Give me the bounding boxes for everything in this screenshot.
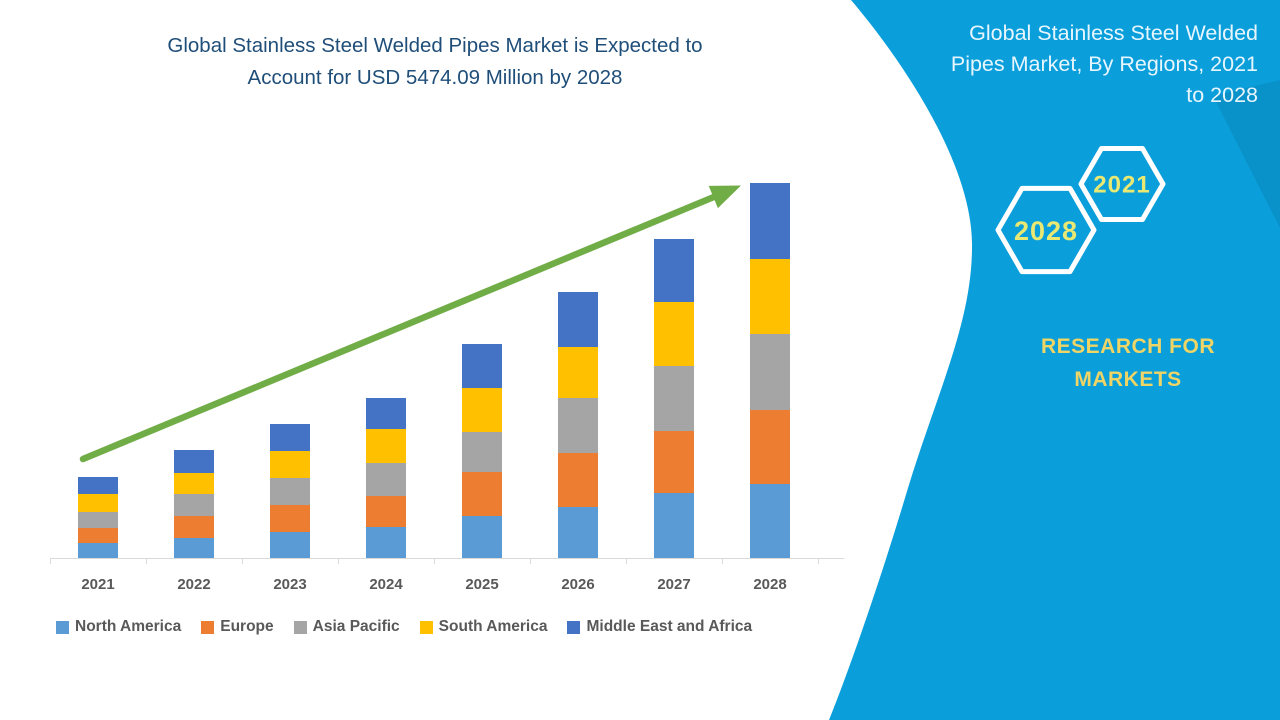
bar-segment-asia-pacific	[270, 477, 310, 505]
bar-segment-asia-pacific	[654, 365, 694, 431]
bar-segment-asia-pacific	[750, 334, 790, 411]
accent-wedge	[1213, 80, 1280, 228]
legend-swatch	[56, 620, 69, 634]
chart-title-line2: Account for USD 5474.09 Million by 2028	[247, 66, 623, 89]
x-axis-tick	[530, 559, 531, 564]
bar-segment-north-america	[366, 526, 406, 558]
x-axis-label: 2028	[753, 576, 787, 593]
x-axis-label: 2021	[81, 576, 115, 593]
x-axis-line	[50, 558, 844, 559]
bar-segment-south-america	[270, 451, 310, 478]
legend-label: Asia Pacific	[312, 618, 400, 635]
bar-segment-asia-pacific	[558, 398, 598, 454]
bar-segment-middle-east-and-africa	[750, 183, 790, 260]
bar-segment-middle-east-and-africa	[270, 424, 310, 451]
hexagon-2028-outline	[995, 185, 1097, 275]
legend-item: Middle East and Africa	[567, 618, 752, 636]
x-axis-tick	[146, 559, 147, 564]
x-axis-tick	[434, 559, 435, 564]
x-axis-tick	[242, 559, 243, 564]
bar-segment-europe	[174, 516, 214, 538]
x-axis-label: 2022	[177, 576, 211, 593]
right-panel-title: Global Stainless Steel Welded Pipes Mark…	[886, 18, 1258, 111]
legend: North America Europe Asia Pacific South Ame…	[56, 618, 752, 636]
bar-segment-europe	[366, 495, 406, 527]
x-axis-tick	[722, 559, 723, 564]
bar-segment-europe	[750, 410, 790, 484]
chart-title-line1: Global Stainless Steel Welded Pipes Mark…	[167, 34, 703, 57]
bar-segment-south-america	[654, 302, 694, 366]
bar-segment-asia-pacific	[462, 432, 502, 473]
brand-line2: MARKETS	[1074, 368, 1182, 391]
legend-label: Middle East and Africa	[586, 618, 753, 635]
bar-segment-south-america	[750, 259, 790, 335]
x-axis-label: 2026	[561, 576, 595, 593]
bar-segment-north-america	[78, 542, 118, 558]
x-axis-label: 2023	[273, 576, 307, 593]
bar-segment-north-america	[654, 492, 694, 558]
bar-segment-middle-east-and-africa	[78, 476, 118, 494]
x-axis-tick	[50, 559, 51, 564]
legend-swatch	[293, 620, 307, 634]
legend-label: North America	[75, 618, 182, 635]
chart-title: Global Stainless Steel Welded Pipes Mark…	[75, 30, 795, 94]
bar-segment-middle-east-and-africa	[558, 292, 598, 348]
legend-swatch	[567, 620, 581, 634]
trend-arrow-head	[708, 185, 741, 209]
brand-text: RESEARCH FOR MARKETS	[1000, 330, 1256, 396]
x-axis-label: 2027	[657, 576, 691, 593]
x-axis-label: 2025	[465, 576, 499, 593]
legend-item: North America	[56, 618, 181, 636]
bar-segment-north-america	[270, 531, 310, 558]
legend-label: South America	[438, 618, 548, 635]
bar-segment-europe	[462, 472, 502, 516]
bar-segment-europe	[654, 431, 694, 493]
bar-segment-north-america	[174, 537, 214, 558]
bar-segment-middle-east-and-africa	[366, 397, 406, 429]
right-panel-title-line1: Global Stainless Steel Welded	[969, 21, 1258, 45]
legend-item: South America	[419, 618, 548, 636]
bar-segment-south-america	[462, 388, 502, 433]
hexagon-2028-year: 2028	[1014, 216, 1078, 246]
bar-segment-north-america	[462, 516, 502, 558]
x-axis-label: 2024	[369, 576, 403, 593]
trend-arrow-line	[79, 193, 719, 463]
legend-item: Europe	[201, 618, 274, 636]
bar-segment-north-america	[750, 484, 790, 558]
bar-segment-middle-east-and-africa	[654, 238, 694, 302]
bar-segment-europe	[558, 453, 598, 508]
bar-segment-asia-pacific	[174, 494, 214, 516]
bar-segment-north-america	[558, 507, 598, 558]
bar-segment-middle-east-and-africa	[174, 449, 214, 473]
bar-segment-middle-east-and-africa	[462, 344, 502, 389]
legend-label: Europe	[220, 618, 274, 635]
teal-curve-shape	[829, 0, 1280, 720]
bar-segment-asia-pacific	[366, 462, 406, 496]
trend-arrow	[79, 185, 741, 463]
bar-segment-south-america	[78, 493, 118, 512]
hexagon-2021-outline	[1078, 146, 1166, 222]
brand-line1: RESEARCH FOR	[1040, 335, 1215, 358]
legend-swatch	[201, 620, 215, 634]
right-panel-title-line3: to 2028	[1186, 83, 1258, 107]
x-axis-tick	[626, 559, 627, 564]
bar-segment-europe	[270, 504, 310, 532]
bar-segment-south-america	[174, 472, 214, 494]
right-panel-title-line2: Pipes Market, By Regions, 2021	[950, 52, 1258, 76]
x-axis-tick	[338, 559, 339, 564]
bar-segment-south-america	[366, 428, 406, 463]
bar-chart: North America Europe Asia Pacific South Ame…	[50, 183, 844, 636]
hexagon-2021-year: 2021	[1093, 172, 1150, 199]
bar-segment-south-america	[558, 347, 598, 399]
legend-item: Asia Pacific	[293, 618, 400, 636]
bar-segment-europe	[78, 527, 118, 543]
x-axis-tick	[818, 559, 819, 564]
bar-segment-asia-pacific	[78, 511, 118, 528]
legend-swatch	[419, 620, 433, 634]
